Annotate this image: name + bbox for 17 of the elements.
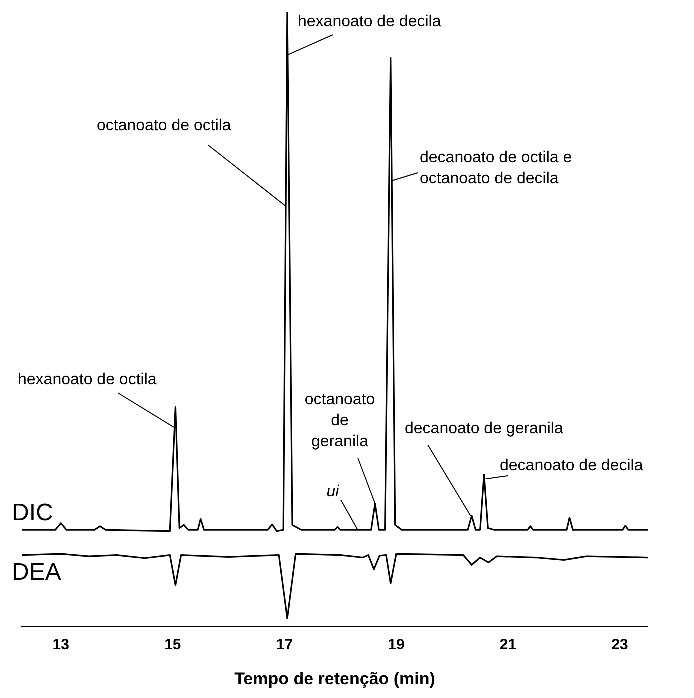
x-tick-label: 13 (52, 636, 70, 654)
annotation: decanoato de octila e octanoato de decila (420, 149, 572, 188)
annotation: ui (326, 483, 340, 500)
series-label: DIC (12, 500, 54, 527)
x-tick-label: 23 (612, 636, 628, 654)
annotation: octanoato de geranila (304, 391, 376, 450)
annotation: octanoato de octila (97, 117, 232, 134)
annotation: hexanoato de decila (298, 13, 442, 30)
x-tick-label: 19 (388, 636, 405, 654)
x-axis-title: Tempo de retenção (min) (234, 669, 436, 688)
series-label: DEA (12, 558, 62, 586)
x-tick-label: 15 (164, 636, 182, 654)
x-tick-label: 17 (276, 636, 294, 654)
annotation: hexanoato de octila (18, 371, 157, 388)
annotation: decanoato de decila (500, 457, 644, 474)
x-tick-label: 21 (500, 636, 517, 654)
annotation: decanoato de geranila (405, 420, 564, 438)
